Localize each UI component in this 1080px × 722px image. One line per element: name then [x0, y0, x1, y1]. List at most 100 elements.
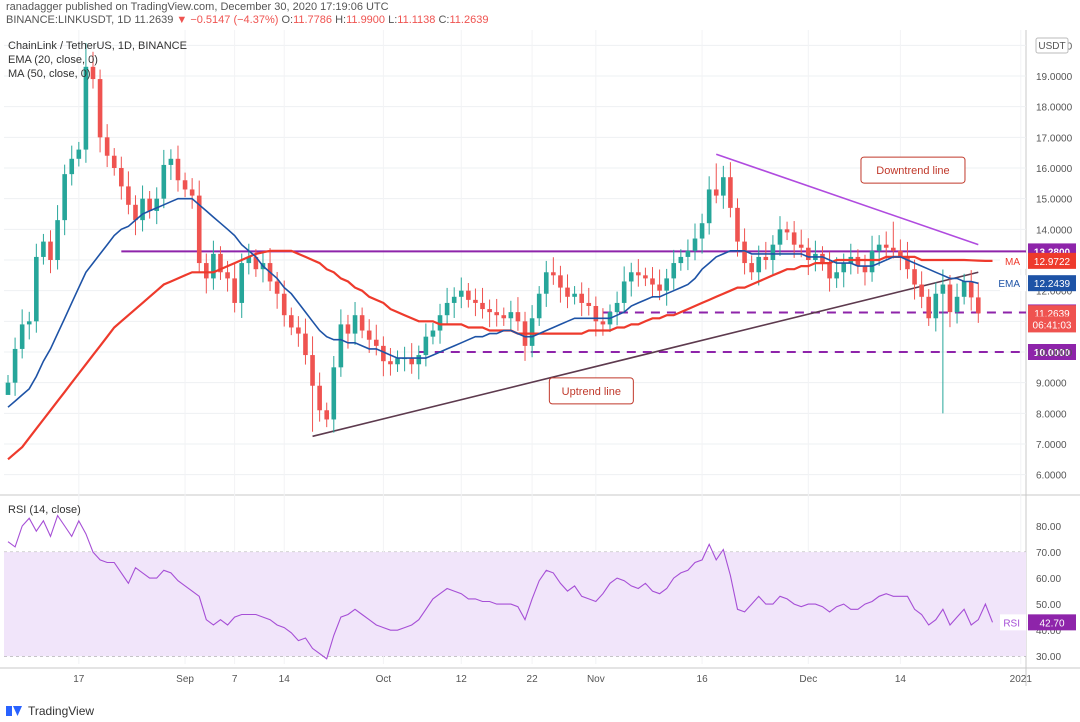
- candle-body: [572, 293, 577, 297]
- symbol: BINANCE:LINKUSDT, 1D: [6, 14, 132, 26]
- rsi-tick-label: 50.00: [1036, 600, 1061, 611]
- candle-body: [458, 290, 464, 297]
- rsi-tick-label: 40.00: [1036, 626, 1061, 637]
- candle-body: [381, 345, 386, 362]
- downtrend-line: [715, 153, 979, 246]
- candle-body: [621, 281, 627, 303]
- candle-body: [529, 318, 535, 346]
- ma50-line: [7, 249, 993, 461]
- rsi-tag-name: RSI: [1003, 618, 1020, 629]
- price-tag: [1028, 316, 1076, 333]
- candle-body: [119, 168, 124, 187]
- candle-body: [558, 275, 563, 288]
- candle-body: [798, 244, 804, 248]
- annotations: Downtrend line Uptrend line: [548, 156, 966, 405]
- candle-body: [196, 195, 202, 264]
- time-tick-label: Sep: [176, 674, 194, 685]
- candle-body: [855, 256, 861, 267]
- candle-body: [806, 247, 811, 260]
- uptrend-callout-text: Uptrend line: [562, 386, 621, 398]
- candle-body: [12, 348, 18, 383]
- price-tick-label: 10.0000: [1036, 348, 1073, 359]
- candle-body: [352, 315, 358, 334]
- rsi-tick-label: 70.00: [1036, 548, 1061, 559]
- price-tag-label: 12.9722: [1034, 257, 1071, 268]
- trend-lines: [312, 153, 979, 438]
- candle-body: [373, 339, 379, 346]
- price-tag-label: 12.2439: [1034, 279, 1071, 290]
- currency-badge[interactable]: USDT: [1038, 41, 1065, 52]
- candle-body: [480, 302, 485, 310]
- candle-body: [961, 281, 967, 297]
- candle-body: [225, 272, 230, 279]
- footer-brand: TradingView: [28, 704, 95, 718]
- candle-body: [650, 278, 655, 285]
- level-tag: [1028, 344, 1076, 360]
- last-price: 11.2639: [134, 14, 174, 26]
- candle-body: [296, 327, 301, 334]
- candle-body: [947, 284, 953, 313]
- candle-body: [83, 66, 89, 150]
- publisher-line: ranadagger published on TradingView.com,…: [6, 1, 389, 13]
- time-tick-label: 2021: [1010, 674, 1033, 685]
- candle-body: [905, 256, 910, 270]
- legend-title: ChainLink / TetherUS, 1D, BINANCE: [8, 40, 187, 52]
- candle-body: [133, 204, 138, 221]
- candle-body: [48, 241, 53, 260]
- price-tick-label: 9.0000: [1036, 379, 1067, 390]
- price-tick-label: 6.0000: [1036, 471, 1067, 482]
- rsi-tick-label: 80.00: [1036, 522, 1061, 533]
- candle-body: [34, 256, 39, 322]
- candle-body: [713, 189, 719, 196]
- candle-body: [883, 244, 889, 248]
- candle-body: [473, 299, 478, 303]
- legend-ma: MA (50, close, 0): [8, 68, 91, 80]
- candle-body: [288, 315, 294, 328]
- price-chart[interactable]: 13.280011.290010.0000 6.00007.00008.0000…: [0, 30, 1080, 702]
- candle-body: [579, 293, 584, 303]
- candle-body: [41, 241, 46, 257]
- currency-badge-box: [1035, 37, 1069, 54]
- candle-body: [90, 66, 96, 80]
- candle-body: [721, 177, 726, 196]
- candle-body: [331, 367, 337, 420]
- tag-name: MA: [1005, 257, 1020, 268]
- rsi-line: [7, 514, 994, 660]
- candle-body: [898, 250, 903, 257]
- close-value: 11.2639: [449, 14, 489, 26]
- candle-body: [862, 266, 868, 273]
- candle-body: [126, 186, 131, 205]
- candle-body: [76, 149, 82, 159]
- candle-body: [940, 284, 946, 294]
- legend-ema: EMA (20, close, 0): [8, 54, 98, 66]
- candle-body: [926, 296, 932, 319]
- low-value: 11.1138: [397, 14, 436, 26]
- symbol-ohlc-line: BINANCE:LINKUSDT, 1D 11.2639 ▼ −0.5147 (…: [6, 14, 489, 26]
- candle-body: [189, 189, 195, 196]
- time-tick-label: 16: [697, 674, 709, 685]
- candle-body: [111, 155, 117, 168]
- ema20-line: [7, 197, 979, 408]
- candle-body: [678, 256, 684, 264]
- candle-body: [395, 358, 400, 365]
- price-tick-label: 12.0000: [1036, 287, 1073, 298]
- candle-body: [494, 312, 499, 316]
- candle-body: [954, 296, 960, 313]
- tag-name: EMA: [998, 279, 1020, 290]
- candle-body: [218, 253, 223, 273]
- candle-body: [508, 312, 514, 319]
- candle-body: [551, 272, 556, 276]
- candle-body: [423, 336, 429, 356]
- price-tick-label: 14.0000: [1036, 225, 1073, 236]
- candle-body: [388, 361, 393, 365]
- candle-body: [211, 253, 216, 279]
- candle-body: [975, 297, 981, 314]
- candle-body: [699, 223, 705, 239]
- candle-body: [777, 229, 783, 245]
- candle-body: [636, 272, 641, 276]
- candle-body: [104, 137, 110, 156]
- candle-body: [912, 269, 917, 285]
- candle-body: [784, 229, 790, 233]
- candle-body: [692, 238, 698, 251]
- candle-body: [869, 250, 875, 273]
